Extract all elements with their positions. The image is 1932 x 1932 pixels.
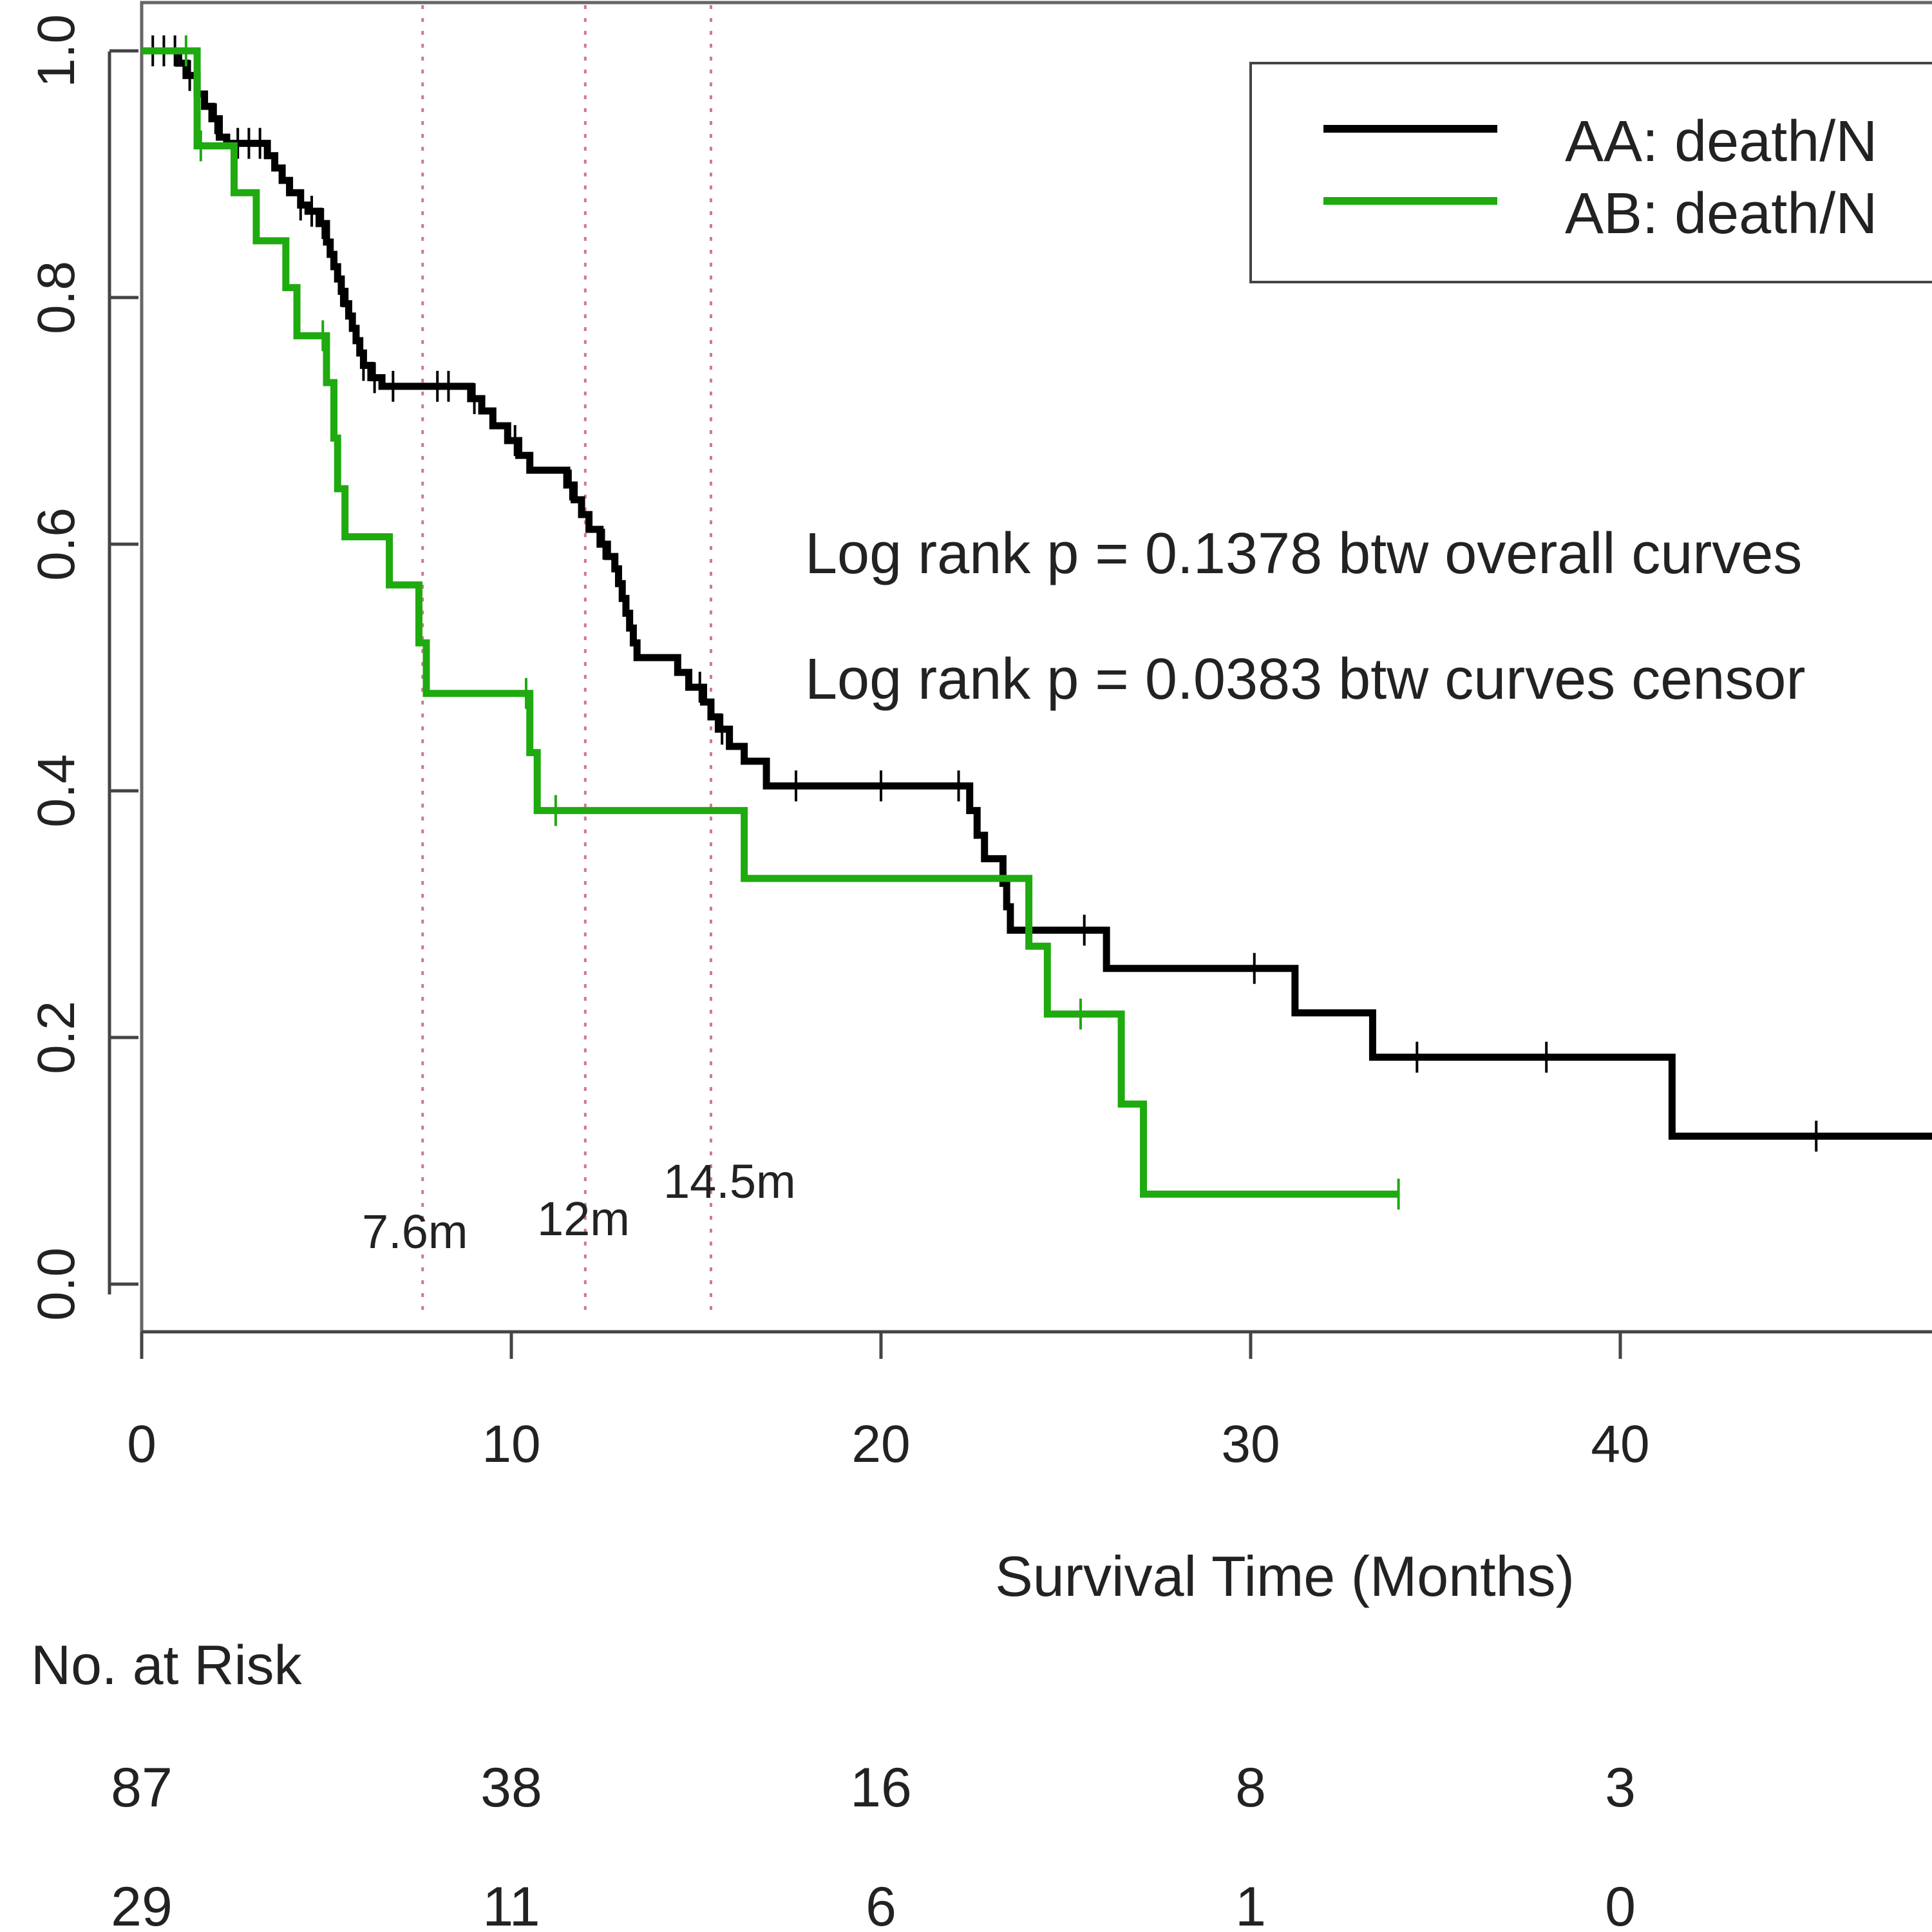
risk-row-ab-death-n: 29 11 6 1 0 [111,1876,1636,1932]
x-axis: 0 10 20 30 40 [127,1330,1932,1473]
x-tick-label: 40 [1591,1415,1649,1473]
annotation-logrank-censored: Log rank p = 0.0383 btw curves censor [805,647,1805,712]
x-tick-label: 20 [851,1415,910,1473]
y-tick-label: 0.4 [27,754,86,828]
median-label-7-6m: 7.6m [362,1205,468,1258]
risk-count: 1 [1235,1876,1266,1932]
median-label-12m: 12m [537,1192,630,1245]
risk-count: 6 [866,1876,896,1932]
survival-curve-aa-death-n [142,47,1932,1140]
y-tick-label: 1.0 [27,14,86,88]
series-aa-death-n [142,35,1932,1152]
y-tick-label: 0.8 [27,261,86,334]
x-tick-label: 30 [1221,1415,1280,1473]
median-label-14-5m: 14.5m [663,1155,796,1208]
y-tick-label: 0.2 [27,1001,86,1074]
legend: AA: death/N AB: death/N [1249,62,1932,283]
risk-count: 11 [482,1876,540,1932]
risk-count: 3 [1605,1757,1636,1819]
y-axis: 0.0 0.2 0.4 0.6 0.8 1.0 [27,14,138,1321]
series-ab-death-n [142,35,1400,1210]
risk-count: 0 [1605,1876,1636,1932]
risk-count: 87 [111,1757,173,1819]
y-tick-label: 0.6 [27,507,86,581]
legend-box [1249,62,1932,283]
survival-curves [142,35,1932,1210]
risk-count: 38 [480,1757,542,1819]
x-axis-title: Survival Time (Months) [995,1544,1575,1608]
annotation-logrank-overall: Log rank p = 0.1378 btw overall curves [805,522,1802,586]
risk-count: 16 [850,1757,912,1819]
risk-count: 8 [1235,1757,1266,1819]
legend-label-aa: AA: death/N [1565,109,1877,174]
x-tick-label: 0 [127,1415,156,1473]
legend-label-ab: AB: death/N [1565,182,1877,246]
y-tick-label: 0.0 [27,1247,86,1321]
risk-rows: 87 38 16 8 3 29 11 6 1 0 [111,1757,1636,1932]
survival-curve-ab-death-n [142,47,1399,1198]
risk-table: No. at Risk 87 38 16 8 3 29 11 6 1 0 [31,1634,1636,1932]
risk-count: 29 [111,1876,173,1932]
risk-row-aa-death-n: 87 38 16 8 3 [111,1757,1636,1819]
risk-table-title: No. at Risk [31,1634,303,1696]
x-tick-label: 10 [482,1415,540,1473]
